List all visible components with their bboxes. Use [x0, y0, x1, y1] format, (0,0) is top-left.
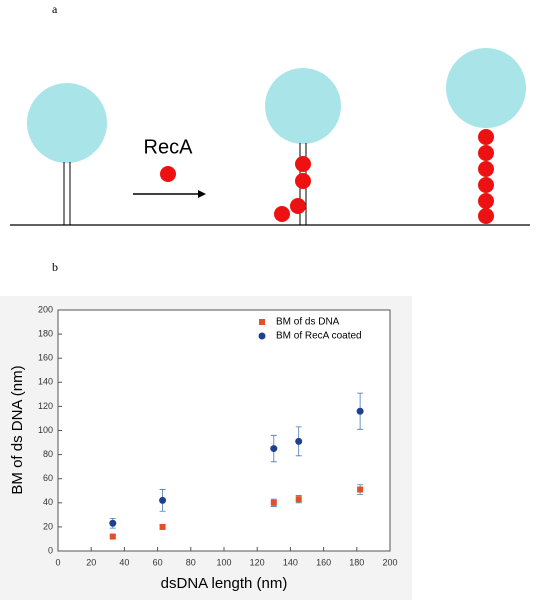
data-point	[295, 496, 302, 503]
reca-protein	[295, 156, 311, 172]
x-tick-label: 80	[186, 557, 196, 567]
x-axis-label: dsDNA length (nm)	[161, 575, 288, 592]
x-tick-label: 140	[283, 557, 298, 567]
x-tick-label: 200	[382, 557, 397, 567]
reca-protein	[295, 173, 311, 189]
reca-label: RecA	[144, 136, 194, 158]
panel-label: b	[52, 260, 58, 274]
x-tick-label: 100	[216, 557, 231, 567]
x-tick-label: 160	[316, 557, 331, 567]
reca-protein	[478, 145, 494, 161]
arrow-head	[198, 190, 206, 198]
data-point	[159, 523, 166, 530]
legend-marker	[259, 319, 265, 325]
y-tick-label: 60	[43, 473, 53, 483]
reca-protein	[160, 166, 176, 182]
reca-protein	[478, 177, 494, 193]
x-tick-label: 40	[119, 557, 129, 567]
reca-protein	[290, 198, 306, 214]
x-tick-label: 120	[250, 557, 265, 567]
y-axis-label: BM of ds DNA (nm)	[9, 365, 26, 494]
legend-marker	[258, 332, 266, 340]
bead	[27, 83, 107, 163]
panel-label: a	[52, 2, 58, 16]
reca-protein	[478, 161, 494, 177]
data-point	[295, 437, 303, 445]
y-tick-label: 100	[38, 425, 53, 435]
y-tick-label: 40	[43, 497, 53, 507]
y-tick-label: 20	[43, 521, 53, 531]
data-point	[109, 533, 116, 540]
x-tick-label: 60	[153, 557, 163, 567]
bead	[446, 48, 526, 128]
y-tick-label: 160	[38, 353, 53, 363]
legend-label: BM of ds DNA	[276, 317, 340, 328]
data-point	[109, 519, 117, 527]
plot-area	[57, 309, 391, 552]
data-point	[270, 499, 277, 506]
y-tick-label: 200	[38, 304, 53, 314]
y-tick-label: 140	[38, 377, 53, 387]
y-tick-label: 180	[38, 328, 53, 338]
data-point	[270, 445, 278, 453]
bead	[265, 68, 341, 144]
x-tick-label: 180	[349, 557, 364, 567]
x-tick-label: 20	[86, 557, 96, 567]
data-point	[159, 496, 167, 504]
diagram: RecA	[10, 48, 530, 226]
legend-label: BM of RecA coated	[276, 331, 362, 342]
chart: 0 20 40 60 80 100 120 140 160 180 200 0 20 40 60 80 100 1…	[38, 304, 398, 567]
y-tick-label: 120	[38, 401, 53, 411]
data-point	[356, 407, 364, 415]
y-tick-label: 0	[48, 545, 53, 555]
reca-protein	[478, 129, 494, 145]
reca-protein	[478, 208, 494, 224]
reca-protein	[478, 193, 494, 209]
data-point	[357, 486, 364, 493]
reca-protein	[274, 206, 290, 222]
y-tick-label: 80	[43, 449, 53, 459]
x-tick-label: 0	[55, 557, 60, 567]
